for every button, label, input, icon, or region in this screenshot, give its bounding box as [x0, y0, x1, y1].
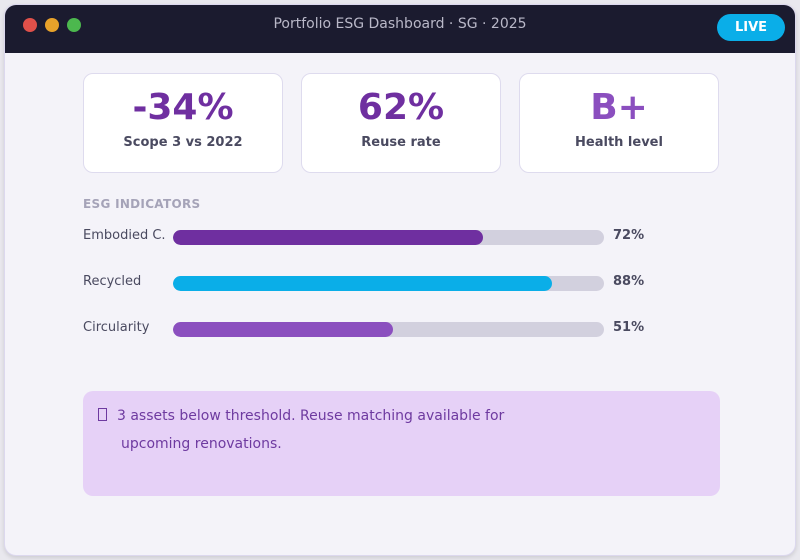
callout-text-1: 3 assets below threshold. Reuse matching…	[117, 408, 505, 424]
kpi-value: -34%	[132, 87, 234, 128]
kpi-value: 62%	[357, 87, 445, 128]
close-window-button[interactable]	[23, 18, 37, 32]
indicator-row-circularity: Circularity 51%	[83, 319, 683, 339]
kpi-value: B+	[590, 87, 648, 128]
kpi-card-scope3: -34% Scope 3 vs 2022	[83, 73, 283, 173]
indicator-row-embodied-carbon: Embodied C. 72%	[83, 227, 683, 247]
kpi-label: Scope 3 vs 2022	[123, 135, 243, 150]
title-bar: Portfolio ESG Dashboard · SG · 2025 LIVE	[5, 5, 795, 53]
indicator-row-recycled: Recycled 88%	[83, 273, 683, 293]
indicator-label: Recycled	[83, 274, 142, 289]
kpi-card-health-level: B+ Health level	[519, 73, 719, 173]
indicator-progress-fill	[173, 230, 484, 245]
info-icon	[98, 408, 107, 421]
kpi-label: Reuse rate	[361, 135, 441, 150]
indicator-progress-fill	[173, 322, 393, 337]
indicator-progress-track	[173, 322, 604, 337]
kpi-label: Health level	[575, 135, 663, 150]
window-title: Portfolio ESG Dashboard · SG · 2025	[273, 16, 527, 32]
callout-line-1: 3 assets below threshold. Reuse matching…	[98, 408, 504, 424]
kpi-card-reuse-rate: 62% Reuse rate	[301, 73, 501, 173]
dashboard-window: Portfolio ESG Dashboard · SG · 2025 LIVE…	[4, 4, 796, 556]
indicator-value: 72%	[613, 228, 645, 243]
indicator-label: Embodied C.	[83, 228, 166, 243]
indicator-progress-track	[173, 230, 604, 245]
threshold-alert-callout: 3 assets below threshold. Reuse matching…	[83, 391, 720, 496]
maximize-window-button[interactable]	[67, 18, 81, 32]
minimize-window-button[interactable]	[45, 18, 59, 32]
callout-text-2: upcoming renovations.	[121, 436, 282, 452]
indicator-progress-fill	[173, 276, 553, 291]
indicator-value: 51%	[613, 320, 645, 335]
live-status-badge[interactable]: LIVE	[717, 14, 785, 41]
indicators-section-title: ESG INDICATORS	[83, 197, 201, 211]
indicator-value: 88%	[613, 274, 645, 289]
indicator-label: Circularity	[83, 320, 150, 335]
indicator-progress-track	[173, 276, 604, 291]
